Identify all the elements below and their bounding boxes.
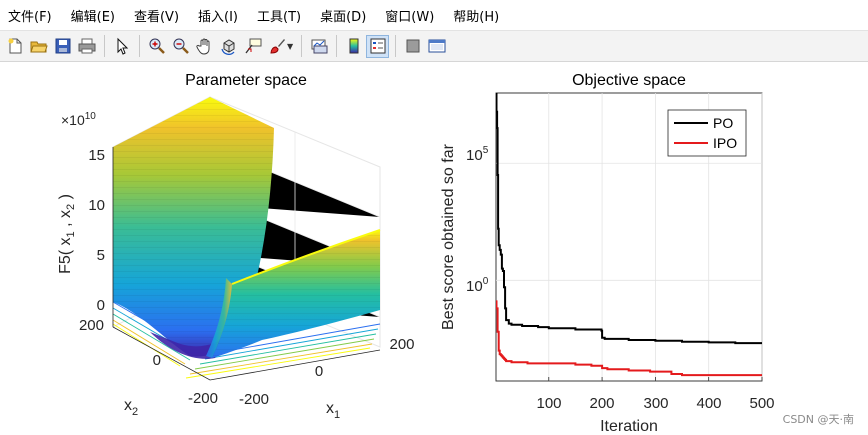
- z-ticks: 15 10 5 0: [88, 147, 105, 314]
- toolbar-separator: [301, 35, 303, 57]
- print-button[interactable]: [75, 35, 98, 58]
- menu-insert[interactable]: 插入(I): [198, 9, 239, 25]
- z-exponent-label: ×1010: [61, 111, 96, 128]
- floor-edges: [112, 326, 381, 381]
- x-tick-label: 100: [536, 395, 561, 412]
- z-tick-label: 0: [97, 297, 105, 314]
- menu-window[interactable]: 窗口(W): [385, 9, 435, 25]
- link-plot-button[interactable]: [307, 35, 330, 58]
- x-ticks: -200 0 200: [239, 336, 415, 408]
- x-axis-label: Iteration: [600, 418, 658, 435]
- data-cursor-button[interactable]: [241, 35, 264, 58]
- toolbar-separator: [336, 35, 338, 57]
- link-plot-icon: [311, 39, 328, 54]
- y-tick-label: 105: [466, 145, 489, 164]
- pan-button[interactable]: [193, 35, 216, 58]
- x-tick-label: 300: [643, 395, 668, 412]
- toolbar-separator: [104, 35, 105, 57]
- watermark: CSDN @天·南: [782, 413, 854, 426]
- z-tick-label: 10: [88, 197, 105, 214]
- printer-icon: [78, 38, 95, 54]
- folder-open-icon: [29, 41, 48, 53]
- right-plot-title: Objective space: [572, 72, 686, 89]
- zoom-out-icon: [173, 38, 189, 54]
- save-button[interactable]: [51, 35, 74, 58]
- x-tick-label: -200: [239, 391, 269, 408]
- new-figure-button[interactable]: [3, 35, 26, 58]
- surface-edge: [206, 278, 232, 358]
- convergence-plot: Objective space 100 200 300 400 500 105 …: [440, 72, 775, 435]
- x-tick-label: 500: [749, 395, 774, 412]
- figure-toolbar: ▼: [0, 30, 868, 62]
- x-tick-label: 0: [315, 363, 323, 380]
- legend-button[interactable]: [366, 34, 390, 58]
- x-axis-label: x1: [326, 400, 340, 421]
- rotate-3d-icon: [220, 39, 234, 55]
- y-tick-label: 100: [466, 276, 489, 295]
- open-file-button[interactable]: [27, 35, 50, 58]
- colorbar-button[interactable]: [342, 35, 365, 58]
- y-ticks: 200 0 -200: [79, 317, 218, 407]
- legend-label-ipo: IPO: [713, 135, 737, 151]
- menu-edit[interactable]: 编辑(E): [70, 9, 115, 25]
- surface-plot: Parameter space: [57, 72, 415, 421]
- colorbar-icon: [349, 38, 359, 54]
- x-tick-labels: 100 200 300 400 500: [536, 395, 774, 412]
- new-file-icon: [8, 38, 21, 54]
- legend[interactable]: PO IPO: [667, 109, 747, 157]
- zoom-out-button[interactable]: [169, 35, 192, 58]
- brush-button[interactable]: [265, 35, 288, 58]
- save-disk-icon: [55, 38, 70, 54]
- z-tick-label: 15: [88, 147, 105, 164]
- menu-view[interactable]: 查看(V): [133, 9, 180, 25]
- series-line-po: [496, 93, 762, 345]
- y-tick-label: -200: [188, 390, 218, 407]
- brush-icon: [269, 39, 285, 54]
- y-tick-label: 0: [153, 352, 161, 369]
- rotate-3d-button[interactable]: [217, 35, 240, 58]
- z-axis-label: F5( x1 , x2 ): [57, 194, 77, 274]
- brush-dropdown-icon[interactable]: ▼: [287, 41, 294, 51]
- menu-desktop[interactable]: 桌面(D): [320, 9, 367, 25]
- edit-plot-button[interactable]: [110, 35, 133, 58]
- z-tick-label: 5: [97, 247, 105, 264]
- legend-icon: [370, 38, 386, 54]
- zoom-in-icon: [149, 38, 165, 54]
- legend-box: [667, 109, 747, 157]
- x-tick-label: 200: [589, 395, 614, 412]
- hide-plot-tools-button[interactable]: [401, 35, 424, 58]
- figure-canvas: Parameter space: [0, 62, 868, 435]
- menu-help[interactable]: 帮助(H): [453, 9, 500, 25]
- y-axis-label: x2: [124, 397, 138, 418]
- menu-tools[interactable]: 工具(T): [257, 9, 302, 25]
- y-axis-label: Best score obtained so far: [440, 143, 457, 330]
- show-plot-tools-icon: [428, 39, 446, 53]
- series-lines: [496, 93, 762, 377]
- toolbar-separator: [395, 35, 397, 57]
- series-line-ipo: [496, 300, 762, 377]
- hand-icon: [195, 38, 209, 55]
- hide-plot-tools-icon: [406, 39, 420, 53]
- legend-label-po: PO: [713, 115, 733, 131]
- data-cursor-icon: [244, 38, 261, 54]
- menubar: 文件(F) 编辑(E) 查看(V) 插入(I) 工具(T) 桌面(D) 窗口(W…: [0, 0, 868, 30]
- zoom-in-button[interactable]: [145, 35, 168, 58]
- x-tick-label: 400: [696, 395, 721, 412]
- y-tick-label: 200: [79, 317, 104, 334]
- menu-file[interactable]: 文件(F): [8, 9, 52, 25]
- toolbar-separator: [139, 35, 140, 57]
- x-tick-label: 200: [389, 336, 414, 353]
- arrow-pointer-icon: [117, 37, 128, 55]
- show-plot-tools-button[interactable]: [425, 35, 448, 58]
- left-plot-title: Parameter space: [185, 72, 307, 89]
